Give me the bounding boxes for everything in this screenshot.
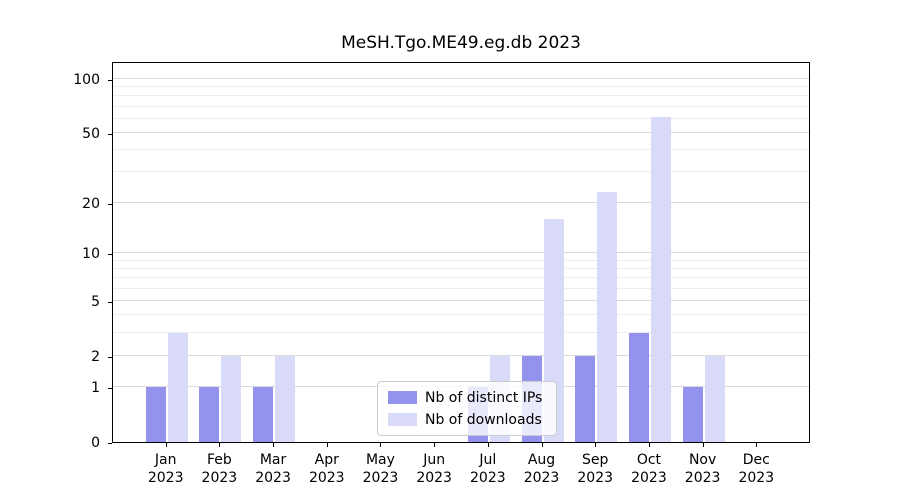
y-tick-mark	[108, 203, 112, 205]
bar-downloads	[704, 355, 725, 442]
bar-downloads	[650, 117, 671, 442]
plot-area: Nb of distinct IPs Nb of downloads	[112, 62, 810, 443]
gridline-minor	[113, 105, 809, 107]
x-tick-mark	[165, 443, 167, 447]
x-tick-mark	[219, 443, 221, 447]
gridline-minor	[113, 268, 809, 270]
y-tick-mark	[108, 80, 112, 81]
legend-row: Nb of distinct IPs	[388, 389, 542, 406]
gridline-minor	[113, 287, 809, 289]
x-tick-label: Mar 2023	[255, 452, 291, 487]
y-tick-label: 100	[73, 72, 100, 88]
bar-distinct-ips	[682, 387, 703, 442]
bar-distinct-ips	[199, 387, 220, 442]
x-tick-label: Jul 2023	[470, 452, 506, 487]
x-tick-mark	[326, 443, 328, 447]
y-tick-label: 20	[82, 195, 100, 212]
y-tick-label: 2	[91, 348, 100, 365]
x-tick-label: Feb 2023	[201, 452, 238, 487]
x-tick-label: Sep 2023	[577, 452, 614, 487]
bar-downloads	[275, 355, 296, 442]
legend-label: Nb of distinct IPs	[425, 389, 543, 406]
x-tick-label: Oct 2023	[631, 452, 667, 487]
bar-distinct-ips	[145, 387, 166, 442]
y-tick-label: 1	[91, 380, 100, 397]
chart-title: MeSH.Tgo.ME49.eg.db 2023	[341, 33, 581, 53]
y-tick-mark	[108, 356, 112, 358]
legend: Nb of distinct IPs Nb of downloads	[377, 381, 558, 436]
y-tick-label: 50	[82, 125, 100, 142]
legend-label: Nb of downloads	[425, 411, 542, 428]
x-tick-label: Nov 2023	[684, 452, 721, 487]
bar-distinct-ips	[628, 332, 649, 442]
y-tick-mark	[108, 302, 112, 304]
y-tick-mark	[108, 133, 112, 135]
x-tick-mark	[380, 443, 382, 447]
bar-downloads	[597, 192, 618, 442]
gridline-minor	[113, 148, 809, 150]
gridline-major	[113, 354, 809, 356]
gridline-major	[113, 201, 809, 203]
y-tick-mark	[108, 254, 112, 256]
x-tick-label: Jan 2023	[147, 452, 184, 487]
gridline-major	[113, 252, 809, 254]
bar-downloads	[221, 355, 242, 442]
x-tick-label: Dec 2023	[738, 452, 775, 487]
gridline-major	[113, 78, 809, 79]
gridline-minor	[113, 86, 809, 88]
legend-swatch	[388, 391, 417, 404]
gridline-minor	[113, 314, 809, 316]
x-tick-mark	[756, 443, 758, 447]
bar-distinct-ips	[575, 355, 596, 442]
x-tick-label: Apr 2023	[308, 452, 345, 487]
gridline-major	[113, 131, 809, 133]
y-tick-mark	[108, 388, 112, 390]
y-tick-mark	[108, 443, 112, 444]
gridline-minor	[113, 259, 809, 261]
x-tick-label: Jun 2023	[416, 452, 452, 487]
gridline-minor	[113, 277, 809, 279]
y-tick-label: 0	[91, 435, 100, 451]
x-tick-mark	[702, 443, 704, 447]
legend-row: Nb of downloads	[388, 411, 542, 428]
x-tick-mark	[487, 443, 489, 447]
gridline-minor	[113, 331, 809, 333]
x-tick-mark	[434, 443, 436, 447]
legend-swatch	[388, 413, 417, 426]
y-tick-label: 10	[82, 246, 100, 263]
gridline-major	[113, 300, 809, 302]
x-tick-mark	[273, 443, 275, 447]
gridline-minor	[113, 170, 809, 172]
x-tick-mark	[595, 443, 597, 447]
x-tick-label: Aug 2023	[523, 452, 560, 487]
x-tick-mark	[541, 443, 543, 447]
x-tick-label: May 2023	[362, 452, 399, 487]
gridline-minor	[113, 117, 809, 119]
y-tick-label: 5	[91, 294, 100, 311]
bar-downloads	[167, 332, 188, 442]
x-tick-mark	[648, 443, 650, 447]
bar-distinct-ips	[253, 387, 274, 442]
gridline-minor	[113, 95, 809, 97]
